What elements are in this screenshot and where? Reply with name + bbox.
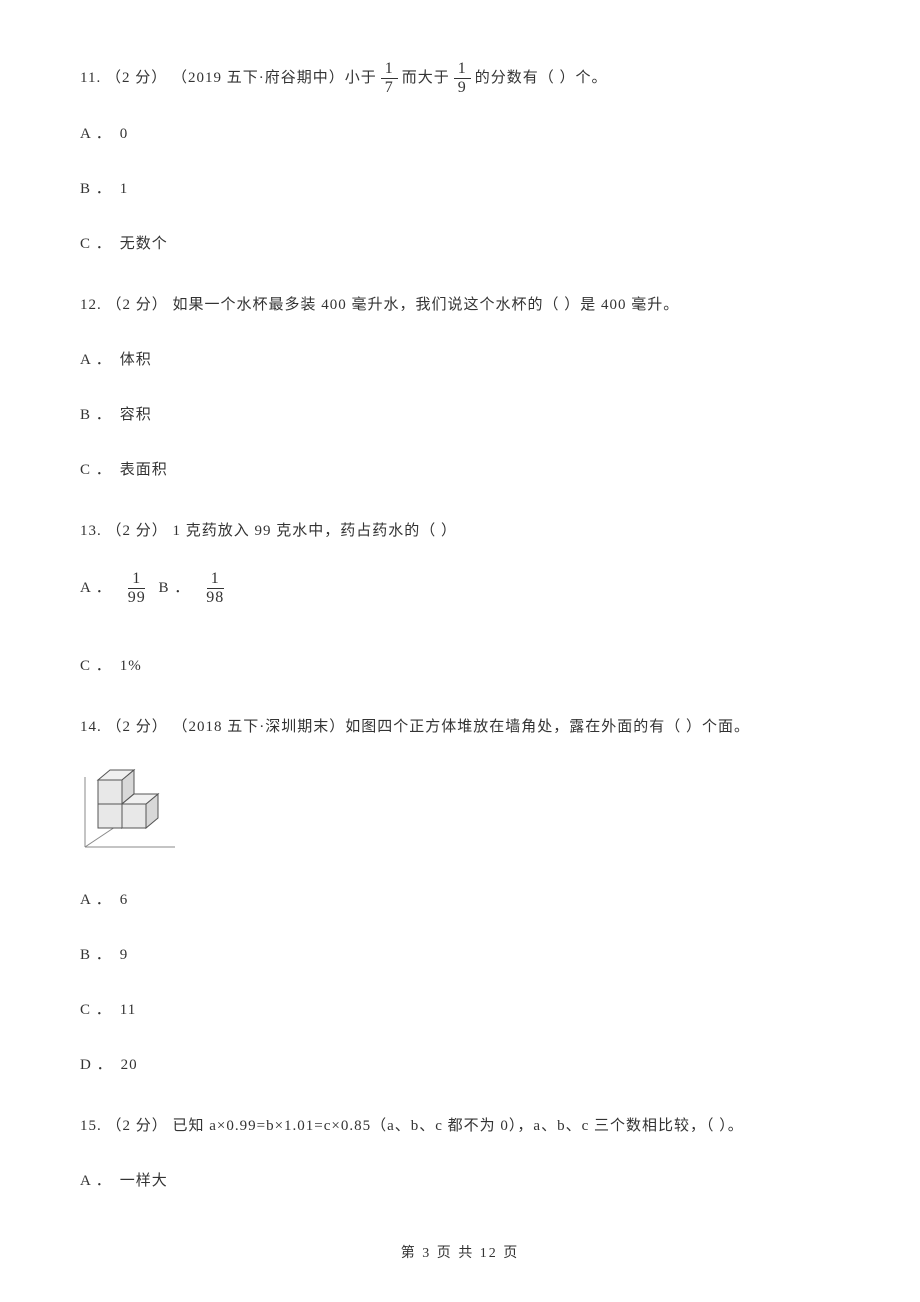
q11-option-c: C ． 无数个 xyxy=(80,228,840,261)
option-text: 一样大 xyxy=(120,1165,168,1198)
option-label: A ． xyxy=(80,344,112,377)
question-13-text: 13. （2 分） 1 克药放入 99 克水中，药占药水的（ ） xyxy=(80,515,840,548)
q11-option-a: A ． 0 xyxy=(80,118,840,151)
q11-mid: 而大于 xyxy=(402,62,450,95)
option-text: 容积 xyxy=(120,399,152,432)
q14-option-b: B ． 9 xyxy=(80,939,840,972)
option-label: B ． xyxy=(80,173,112,206)
q13-option-a: A ． 1 99 xyxy=(80,570,154,606)
frac-numerator: 1 xyxy=(381,60,398,79)
frac-numerator: 1 xyxy=(454,60,471,79)
option-text: 表面积 xyxy=(120,454,168,487)
option-text: 无数个 xyxy=(120,228,168,261)
q13-option-b: B ． 1 98 xyxy=(159,570,233,606)
option-label: B ． xyxy=(80,939,112,972)
question-12: 12. （2 分） 如果一个水杯最多装 400 毫升水，我们说这个水杯的（ ）是… xyxy=(80,289,840,487)
question-15-text: 15. （2 分） 已知 a×0.99=b×1.01=c×0.85（a、b、c … xyxy=(80,1110,840,1143)
frac-denominator: 99 xyxy=(124,589,150,607)
option-label: C ． xyxy=(80,228,112,261)
fraction-1-9: 1 9 xyxy=(454,60,471,96)
q11-suffix: 的分数有（ ）个。 xyxy=(475,62,608,95)
option-label: B ． xyxy=(80,399,112,432)
q11-option-b: B ． 1 xyxy=(80,173,840,206)
option-text: 1 xyxy=(120,173,129,206)
option-label: C ． xyxy=(80,650,112,683)
fraction-1-99: 1 99 xyxy=(124,570,150,606)
q12-option-b: B ． 容积 xyxy=(80,399,840,432)
option-text: 体积 xyxy=(120,344,152,377)
option-text: 0 xyxy=(120,118,129,151)
option-label: C ． xyxy=(80,994,112,1027)
question-15: 15. （2 分） 已知 a×0.99=b×1.01=c×0.85（a、b、c … xyxy=(80,1110,840,1198)
question-11-text: 11. （2 分） （2019 五下·府谷期中）小于 1 7 而大于 1 9 的… xyxy=(80,60,840,96)
fraction-1-7: 1 7 xyxy=(381,60,398,96)
option-text: 6 xyxy=(120,884,129,917)
option-label: B ． xyxy=(159,572,191,605)
q13-option-c: C ． 1% xyxy=(80,650,840,683)
fraction-1-98: 1 98 xyxy=(202,570,228,606)
option-text: 9 xyxy=(120,939,129,972)
frac-denominator: 7 xyxy=(381,79,398,97)
frac-denominator: 9 xyxy=(454,79,471,97)
option-label: A ． xyxy=(80,572,112,605)
q14-option-d: D ． 20 xyxy=(80,1049,840,1082)
q12-option-a: A ． 体积 xyxy=(80,344,840,377)
option-label: D ． xyxy=(80,1049,113,1082)
frac-denominator: 98 xyxy=(202,589,228,607)
question-13: 13. （2 分） 1 克药放入 99 克水中，药占药水的（ ） A ． 1 9… xyxy=(80,515,840,683)
cube-diagram xyxy=(80,762,190,862)
option-label: A ． xyxy=(80,1165,112,1198)
page-footer: 第 3 页 共 12 页 xyxy=(0,1242,920,1262)
option-text: 20 xyxy=(121,1049,138,1082)
question-12-text: 12. （2 分） 如果一个水杯最多装 400 毫升水，我们说这个水杯的（ ）是… xyxy=(80,289,840,322)
question-14: 14. （2 分） （2018 五下·深圳期末）如图四个正方体堆放在墙角处，露在… xyxy=(80,711,840,1082)
option-text: 1% xyxy=(120,650,142,683)
question-11: 11. （2 分） （2019 五下·府谷期中）小于 1 7 而大于 1 9 的… xyxy=(80,60,840,261)
frac-numerator: 1 xyxy=(128,570,145,589)
question-14-text: 14. （2 分） （2018 五下·深圳期末）如图四个正方体堆放在墙角处，露在… xyxy=(80,711,840,744)
option-text: 11 xyxy=(120,994,136,1027)
q12-option-c: C ． 表面积 xyxy=(80,454,840,487)
option-label: C ． xyxy=(80,454,112,487)
frac-numerator: 1 xyxy=(207,570,224,589)
q14-option-a: A ． 6 xyxy=(80,884,840,917)
q11-prefix: 11. （2 分） （2019 五下·府谷期中）小于 xyxy=(80,62,377,95)
option-label: A ． xyxy=(80,118,112,151)
option-label: A ． xyxy=(80,884,112,917)
q14-option-c: C ． 11 xyxy=(80,994,840,1027)
q15-option-a: A ． 一样大 xyxy=(80,1165,840,1198)
